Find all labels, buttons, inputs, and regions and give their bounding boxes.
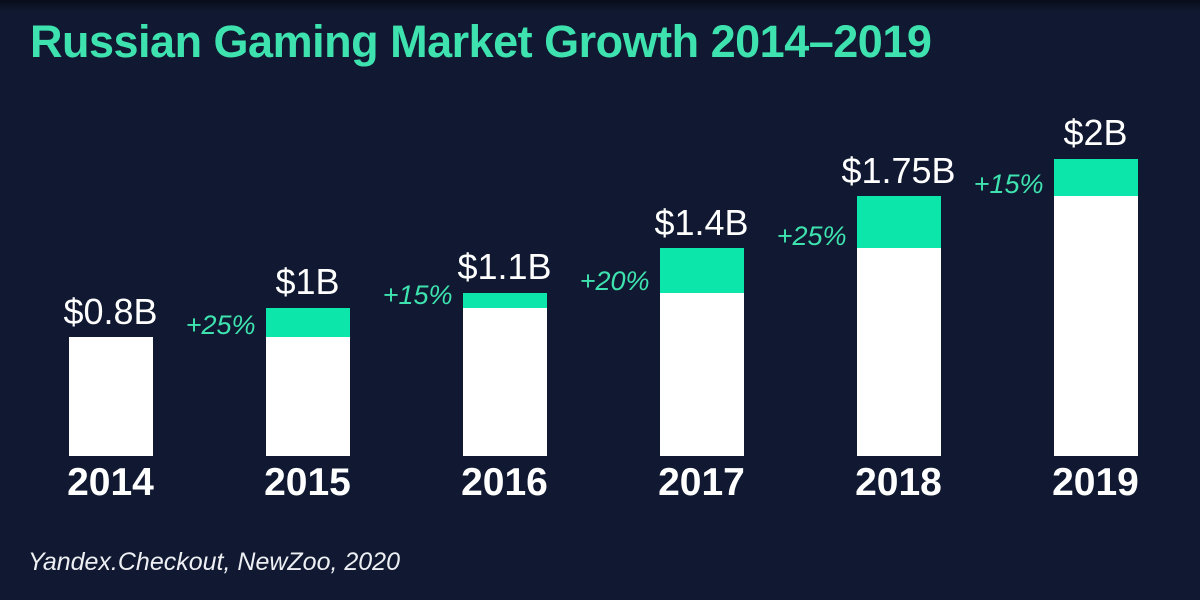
bar	[265, 307, 350, 456]
value-label: $2B	[1063, 112, 1128, 154]
bar-base-segment	[68, 337, 153, 456]
year-label: 2017	[658, 461, 745, 504]
year-label: 2019	[1052, 461, 1139, 504]
bar-growth-segment	[462, 292, 547, 308]
growth-label: +25%	[776, 221, 847, 252]
bar	[659, 248, 744, 456]
bar	[68, 337, 153, 456]
value-label: $1.1B	[457, 246, 552, 288]
growth-label: +20%	[579, 265, 650, 296]
bar-growth-segment	[659, 248, 744, 293]
growth-label: +15%	[973, 169, 1044, 200]
bar-base-segment	[1053, 196, 1138, 456]
bar	[856, 196, 941, 456]
chart-column-2015: $1B +25% 2015	[186, 0, 406, 600]
bar-growth-segment	[1053, 159, 1138, 197]
chart-title: Russian Gaming Market Growth 2014–2019	[30, 16, 932, 67]
value-label: $1B	[275, 260, 340, 302]
bar-base-segment	[856, 248, 941, 456]
year-label: 2015	[264, 461, 351, 504]
bar-base-segment	[265, 337, 350, 456]
chart-column-2018: $1.75B +25% 2018	[777, 0, 997, 600]
bar-base-segment	[462, 307, 547, 456]
value-label: $1.75B	[841, 149, 956, 191]
year-label: 2016	[461, 461, 548, 504]
source-caption: Yandex.Checkout, NewZoo, 2020	[28, 548, 400, 576]
value-label: $1.4B	[654, 201, 749, 243]
year-label: 2018	[855, 461, 942, 504]
bar-base-segment	[659, 292, 744, 456]
growth-label: +15%	[382, 280, 453, 311]
chart-column-2019: $2B +15% 2019	[974, 0, 1194, 600]
year-label: 2014	[67, 461, 154, 504]
bar	[462, 292, 547, 456]
chart-column-2014: $0.8B 2014	[12, 0, 209, 600]
chart-column-2016: $1.1B +15% 2016	[383, 0, 603, 600]
chart-column-2017: $1.4B +20% 2017	[580, 0, 800, 600]
bar-growth-segment	[856, 196, 941, 249]
bar-growth-segment	[265, 307, 350, 338]
bar	[1053, 159, 1138, 456]
value-label: $0.8B	[63, 290, 158, 332]
growth-label: +25%	[185, 310, 256, 341]
